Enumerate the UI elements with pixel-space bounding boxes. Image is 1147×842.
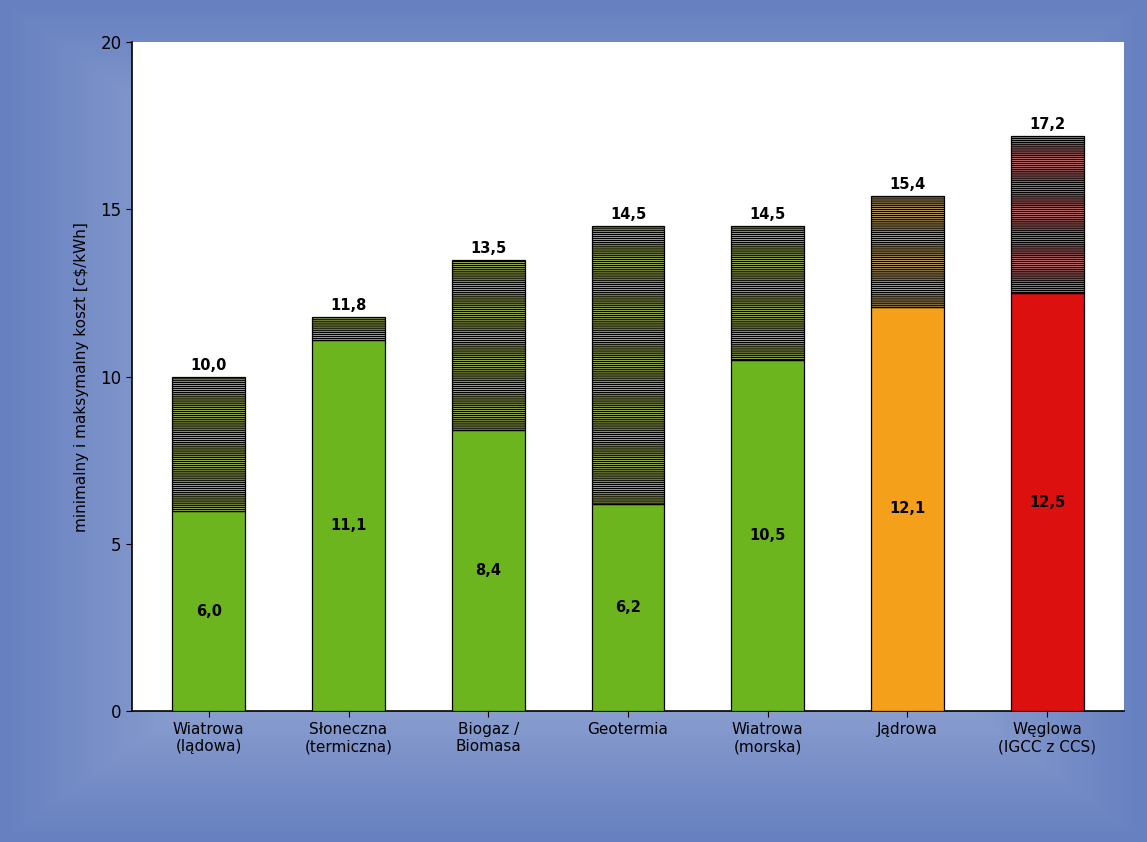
Text: 13,5: 13,5 — [470, 241, 506, 256]
Text: 8,4: 8,4 — [475, 563, 501, 578]
Bar — [871, 196, 944, 306]
Bar — [871, 306, 944, 711]
Text: 14,5: 14,5 — [750, 207, 786, 222]
Y-axis label: minimalny i maksymalny koszt [c$/kWh]: minimalny i maksymalny koszt [c$/kWh] — [75, 221, 89, 532]
Text: 11,8: 11,8 — [330, 297, 367, 312]
Bar — [452, 259, 524, 430]
Bar — [172, 510, 245, 711]
Text: 12,5: 12,5 — [1029, 495, 1066, 509]
Bar — [592, 504, 664, 711]
Text: 15,4: 15,4 — [889, 177, 926, 192]
Bar — [592, 226, 664, 504]
Text: 6,2: 6,2 — [615, 600, 641, 616]
Bar — [1011, 136, 1084, 293]
Bar — [732, 360, 804, 711]
Text: 12,1: 12,1 — [889, 502, 926, 516]
Text: 6,0: 6,0 — [196, 604, 221, 619]
Text: 14,5: 14,5 — [610, 207, 646, 222]
Text: 17,2: 17,2 — [1029, 117, 1066, 132]
Bar — [732, 226, 804, 360]
Text: 10,5: 10,5 — [749, 528, 786, 543]
Bar — [452, 430, 524, 711]
Bar — [1011, 293, 1084, 711]
Bar — [312, 317, 385, 340]
Text: 10,0: 10,0 — [190, 358, 227, 373]
Text: 11,1: 11,1 — [330, 518, 367, 533]
Bar — [172, 376, 245, 510]
Bar — [312, 340, 385, 711]
